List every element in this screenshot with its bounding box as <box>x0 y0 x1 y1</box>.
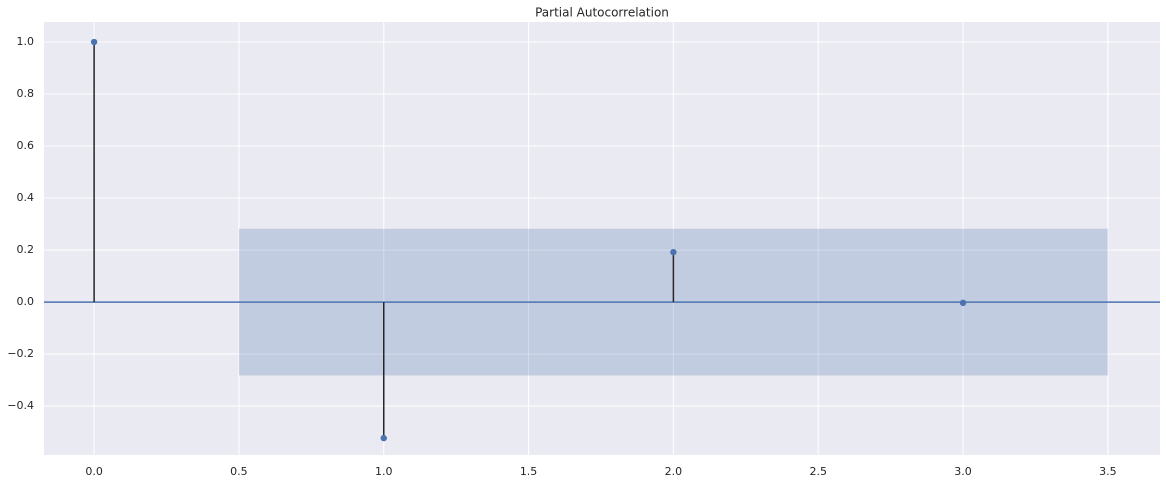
x-tick-label: 1.0 <box>375 465 393 478</box>
marker <box>90 38 98 46</box>
x-tick-label: 1.5 <box>520 465 538 478</box>
x-tick-label: 3.0 <box>954 465 972 478</box>
marker <box>670 248 677 256</box>
x-tick-label: 2.5 <box>809 465 827 478</box>
x-tick-label: 3.5 <box>1099 465 1117 478</box>
y-tick-label: 0.6 <box>17 139 35 152</box>
y-tick-label: 0.2 <box>17 243 35 256</box>
x-tick-label: 2.0 <box>665 465 683 478</box>
y-tick-label: 1.0 <box>17 35 35 48</box>
y-tick-label: 0.0 <box>17 295 35 308</box>
y-tick-label: 0.8 <box>17 87 35 100</box>
marker <box>380 434 387 442</box>
y-tick-label: −0.2 <box>7 347 34 360</box>
marker <box>959 299 967 307</box>
y-tick-label: 0.4 <box>17 191 35 204</box>
x-tick-label: 0.5 <box>230 465 248 478</box>
x-tick-label: 0.0 <box>85 465 103 478</box>
y-tick-label: −0.4 <box>7 399 34 412</box>
chart-title: Partial Autocorrelation <box>535 6 669 20</box>
